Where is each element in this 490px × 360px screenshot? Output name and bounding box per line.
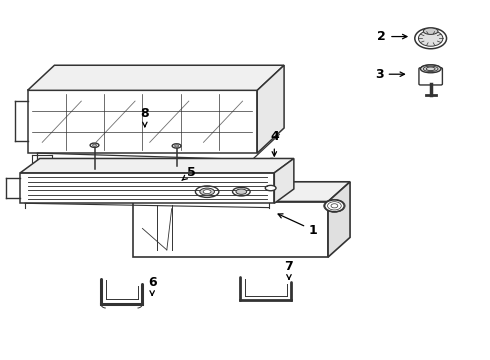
Ellipse shape <box>265 185 276 191</box>
Text: 2: 2 <box>377 30 407 43</box>
Text: 4: 4 <box>270 130 279 156</box>
Ellipse shape <box>233 187 250 196</box>
Ellipse shape <box>420 65 441 73</box>
Polygon shape <box>274 158 294 203</box>
Ellipse shape <box>200 188 215 195</box>
Polygon shape <box>27 90 257 153</box>
Polygon shape <box>257 65 284 153</box>
Polygon shape <box>20 158 294 173</box>
Polygon shape <box>27 65 284 90</box>
Ellipse shape <box>90 143 99 147</box>
Ellipse shape <box>196 186 219 197</box>
Ellipse shape <box>203 190 211 194</box>
Ellipse shape <box>415 28 446 49</box>
Polygon shape <box>328 182 350 257</box>
Ellipse shape <box>325 200 344 212</box>
Text: 5: 5 <box>182 166 196 180</box>
Ellipse shape <box>423 28 438 35</box>
Polygon shape <box>133 202 328 257</box>
Text: 3: 3 <box>375 68 405 81</box>
Text: 1: 1 <box>278 214 318 237</box>
Ellipse shape <box>420 65 441 73</box>
Text: 8: 8 <box>141 107 149 127</box>
Ellipse shape <box>236 189 246 194</box>
Ellipse shape <box>418 31 443 46</box>
Polygon shape <box>20 173 274 203</box>
Ellipse shape <box>93 144 97 146</box>
Polygon shape <box>133 182 350 202</box>
Text: 7: 7 <box>285 260 294 279</box>
Ellipse shape <box>172 144 181 148</box>
Text: 6: 6 <box>148 276 156 295</box>
FancyBboxPatch shape <box>419 68 442 85</box>
Ellipse shape <box>174 145 178 147</box>
